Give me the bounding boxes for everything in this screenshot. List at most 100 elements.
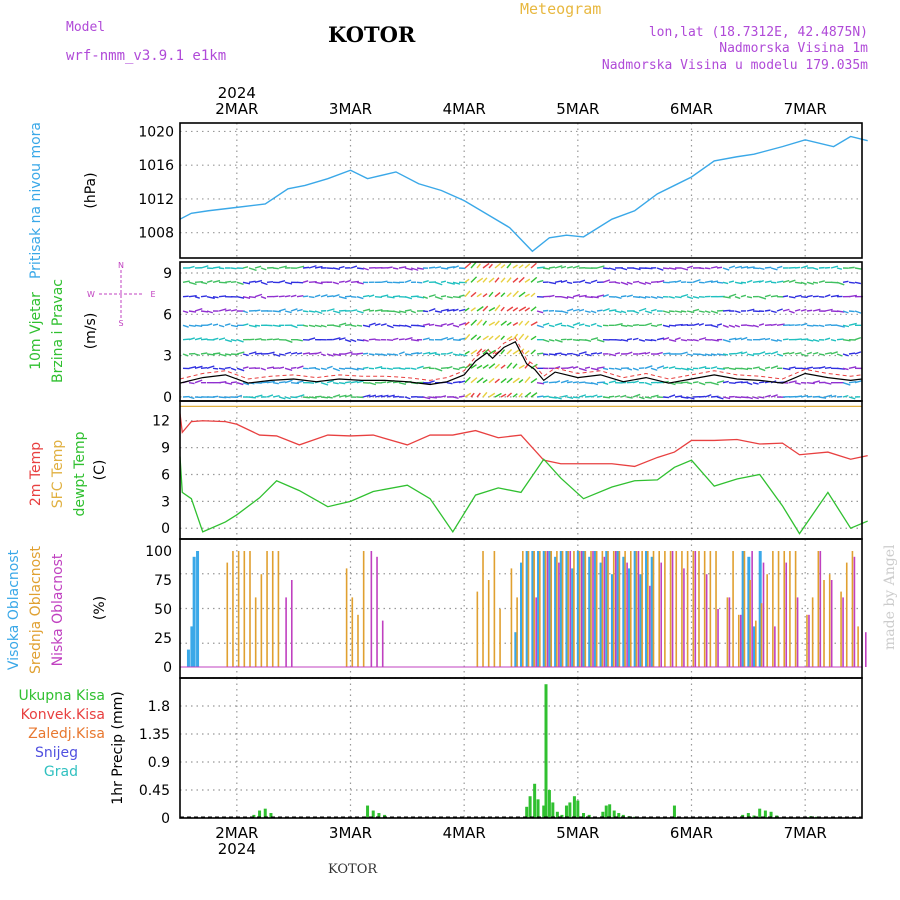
cloud-bar-mid: [789, 551, 791, 667]
wind-barb: [224, 338, 233, 343]
wind-barb: [182, 353, 189, 357]
wind-barb: [242, 323, 249, 327]
wind-barb: [710, 280, 719, 284]
wind-barb: [422, 351, 431, 355]
wind-barb: [404, 309, 412, 312]
wind-barb: [290, 396, 298, 399]
wind-barb: [746, 382, 753, 386]
wind-barb: [458, 380, 466, 384]
wind-barb: [770, 350, 779, 355]
wind-barb: [524, 293, 530, 298]
precip-bar: [763, 810, 767, 818]
wind-barb: [512, 322, 519, 326]
precip-bar: [258, 810, 262, 818]
wind-barb: [218, 381, 227, 384]
wind-barb: [260, 267, 267, 271]
cloud-bar-mid: [516, 597, 518, 667]
wind-barb: [458, 294, 465, 298]
wind-barb: [566, 396, 574, 400]
wind-barb: [374, 309, 383, 312]
precip-bar: [555, 811, 559, 818]
wind-barb: [428, 351, 437, 355]
wind-barb: [776, 308, 783, 312]
cloud-bar-low: [694, 551, 697, 667]
wind-barb: [626, 324, 633, 327]
wind-barb: [272, 395, 280, 398]
cloud-bar-mid: [806, 614, 808, 667]
wind-barb: [332, 267, 340, 270]
wind-barb: [224, 309, 232, 312]
wind-barb: [758, 337, 766, 341]
cloud-bar-mid: [544, 551, 547, 667]
precip-bar: [542, 805, 546, 818]
wind-barb: [614, 281, 621, 284]
wind-barb: [278, 265, 287, 269]
wind-barb: [590, 279, 598, 283]
wind-barb: [344, 381, 352, 384]
wind-barb: [560, 353, 568, 356]
cloud-bar-mid: [686, 551, 689, 667]
cloud-bar-mid: [539, 551, 541, 667]
cloud-bar-low: [739, 614, 742, 667]
wind-barb: [428, 308, 436, 312]
wind-barb: [602, 396, 611, 399]
wind-barb: [398, 381, 407, 386]
x-year-top: 2024: [218, 84, 256, 102]
wind-barb: [524, 335, 529, 341]
model-name: wrf-nmm_v3.9.1 e1km: [66, 48, 227, 64]
precip-bar: [758, 808, 762, 818]
wind-barb: [698, 353, 707, 357]
cloud-bar-high: [542, 551, 546, 667]
wind-barb: [236, 367, 245, 372]
wind-barb: [350, 380, 358, 384]
wind-barb: [452, 281, 461, 285]
cloud-bar-mid: [737, 614, 740, 667]
wind-barb: [566, 266, 573, 269]
wind-barb: [248, 280, 256, 284]
wind-barb: [242, 382, 250, 386]
wind-barb: [518, 306, 527, 312]
wind-barb: [800, 281, 807, 285]
wind-barb: [512, 349, 520, 355]
wind-barb: [800, 338, 809, 341]
wind-barb: [188, 310, 197, 313]
wind-barb: [584, 324, 591, 328]
wind-barb: [356, 380, 364, 384]
wind-barb: [692, 295, 700, 299]
wind-barb: [542, 339, 550, 343]
wind-barb: [746, 295, 753, 299]
cloud-bar-mid: [260, 574, 263, 667]
wind-barb: [716, 396, 724, 400]
wind-barb: [488, 349, 497, 355]
cloud-bar-mid: [669, 551, 672, 667]
wind-barb: [182, 338, 190, 341]
wind-barb: [812, 308, 821, 312]
wind-barb: [584, 353, 592, 357]
page-title: KOTOR: [328, 22, 416, 47]
wind-barb: [632, 323, 639, 327]
wind-barb: [356, 281, 364, 285]
cloud-bar-high: [741, 551, 745, 667]
wind-barb: [656, 279, 665, 284]
wind-barb: [836, 324, 845, 328]
wind-barb: [500, 306, 505, 312]
wind-barb: [404, 353, 412, 356]
cloud-bar-low: [819, 551, 822, 667]
wind-barb: [680, 267, 689, 271]
wind-barb: [500, 393, 507, 398]
wind-barb: [290, 381, 300, 385]
wind-barb: [272, 324, 281, 328]
wind-barb: [578, 367, 587, 372]
wind-barb: [698, 382, 706, 386]
wind-barb: [722, 267, 730, 271]
xtick-label-bottom: 2MAR: [215, 824, 258, 842]
ytick-label-precip: 0.45: [139, 783, 170, 799]
wind-barb: [374, 323, 381, 327]
cloud-bar-high: [571, 568, 575, 667]
wind-barb: [362, 338, 369, 342]
wind-barb: [668, 338, 677, 342]
wind-barb: [242, 310, 248, 314]
wind-barb: [626, 367, 633, 371]
wind-barb: [794, 294, 802, 298]
wind-barb: [434, 324, 443, 328]
